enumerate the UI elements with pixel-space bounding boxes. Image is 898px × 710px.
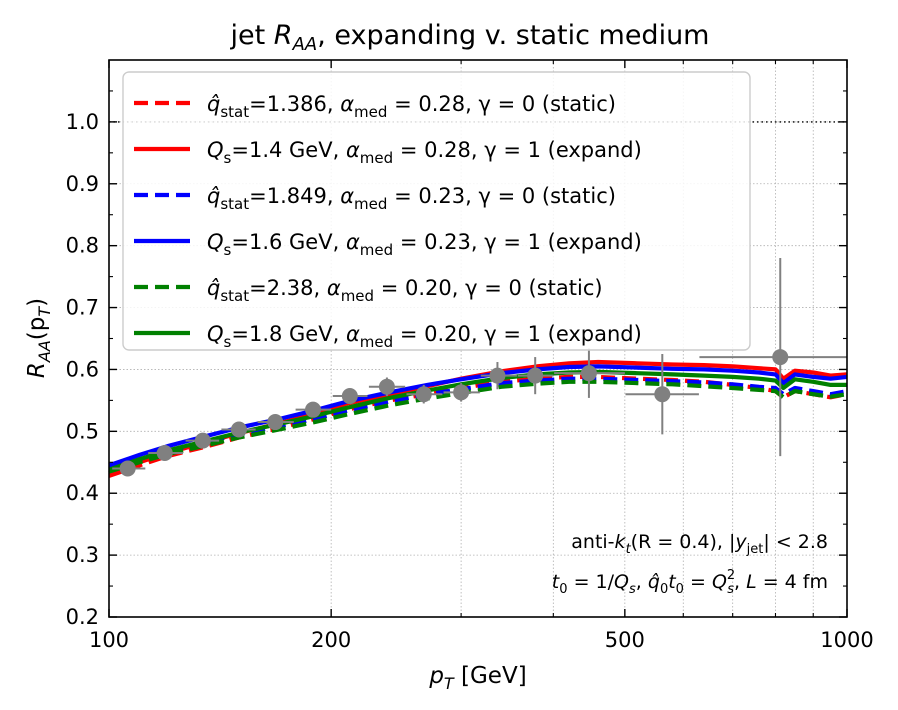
data-point-12 [554,348,625,398]
series-line-2 [108,376,848,471]
y-tick-label: 0.3 [66,543,99,567]
data-marker [194,432,211,449]
chart-title: jet RAA, expanding v. static medium [230,20,710,55]
data-point-6 [332,388,368,405]
data-marker [341,388,358,405]
x-axis-label: pT [GeV] [428,663,526,693]
legend-item-2: q̂stat=1.849, αmed = 0.23, γ = 0 (static… [134,184,616,213]
legend-item-5: Qs=1.8 GeV, αmed = 0.20, γ = 1 (expand) [134,322,642,351]
data-marker [654,386,671,403]
data-marker [453,384,470,401]
legend-label: Qs=1.4 GeV, αmed = 0.28, γ = 1 (expand) [207,138,642,167]
y-tick-label: 0.4 [66,481,99,505]
data-point-11 [517,357,554,395]
data-marker [119,460,136,477]
y-tick-label: 0.2 [66,605,99,629]
data-marker [305,401,322,418]
x-tick-label: 1000 [820,628,873,652]
data-point-5 [295,401,332,418]
plot-frame [108,59,848,618]
data-point-7 [368,377,406,397]
data-point-9 [443,383,480,402]
y-tick-label: 1.0 [66,110,99,134]
y-tick-label: 0.5 [66,419,99,443]
data-point-4 [257,414,294,431]
y-tick-label: 0.8 [66,234,99,258]
data-marker [156,444,173,461]
series-line-4 [108,379,848,474]
data-point-8 [406,384,443,404]
data-marker [580,365,597,382]
data-point-13 [625,353,699,435]
x-tick-label: 100 [89,628,129,652]
legend-item-4: q̂stat=2.38, αmed = 0.20, γ = 0 (static) [134,276,603,305]
data-point-10 [480,362,517,390]
data-marker [772,349,789,366]
data-marker [378,378,395,395]
legend-label: Qs=1.8 GeV, αmed = 0.20, γ = 1 (expand) [207,322,642,351]
data-marker [489,367,506,384]
legend-label: q̂stat=2.38, αmed = 0.20, γ = 0 (static) [207,276,603,305]
y-tick-label: 0.6 [66,357,99,381]
legend-label: q̂stat=1.386, αmed = 0.28, γ = 0 (static… [207,92,616,121]
axis-ticks: 100 200 500 1000 0.2 0.3 0.4 0.5 0.6 0.7 0.8 0.9 1.0 [66,60,874,652]
data-point-3 [221,421,256,438]
x-tick-label: 200 [311,628,351,652]
data-marker [267,414,284,431]
legend-item-3: Qs=1.6 GeV, αmed = 0.23, γ = 1 (expand) [134,230,642,259]
data-marker [527,367,544,384]
legend-item-0: q̂stat=1.386, αmed = 0.28, γ = 0 (static… [134,92,616,121]
y-tick-label: 0.7 [66,296,99,320]
data-marker [230,421,247,438]
data-point-2 [185,432,220,449]
data-point-0 [112,460,146,477]
annotation-jet-definition: anti-kt(R = 0.4), |yjet| < 2.8 [571,531,828,557]
legend: q̂stat=1.386, αmed = 0.28, γ = 0 (static… [122,71,751,351]
data-points [112,258,847,477]
annotation-medium-parameters: t0 = 1/Qs, q̂0t0 = Q2 s, L = 4 fm [552,568,828,597]
x-tick-label: 500 [605,628,645,652]
legend-label: q̂stat=1.849, αmed = 0.23, γ = 0 (static… [207,184,616,213]
data-point-14 [699,258,847,457]
legend-item-1: Qs=1.4 GeV, αmed = 0.28, γ = 1 (expand) [134,138,642,167]
data-marker [415,386,432,403]
data-point-1 [148,444,184,461]
y-axis-label: RAA(pT) [24,298,54,378]
legend-box [122,71,751,351]
legend-label: Qs=1.6 GeV, αmed = 0.23, γ = 1 (expand) [207,230,642,259]
y-tick-label: 0.9 [66,172,99,196]
